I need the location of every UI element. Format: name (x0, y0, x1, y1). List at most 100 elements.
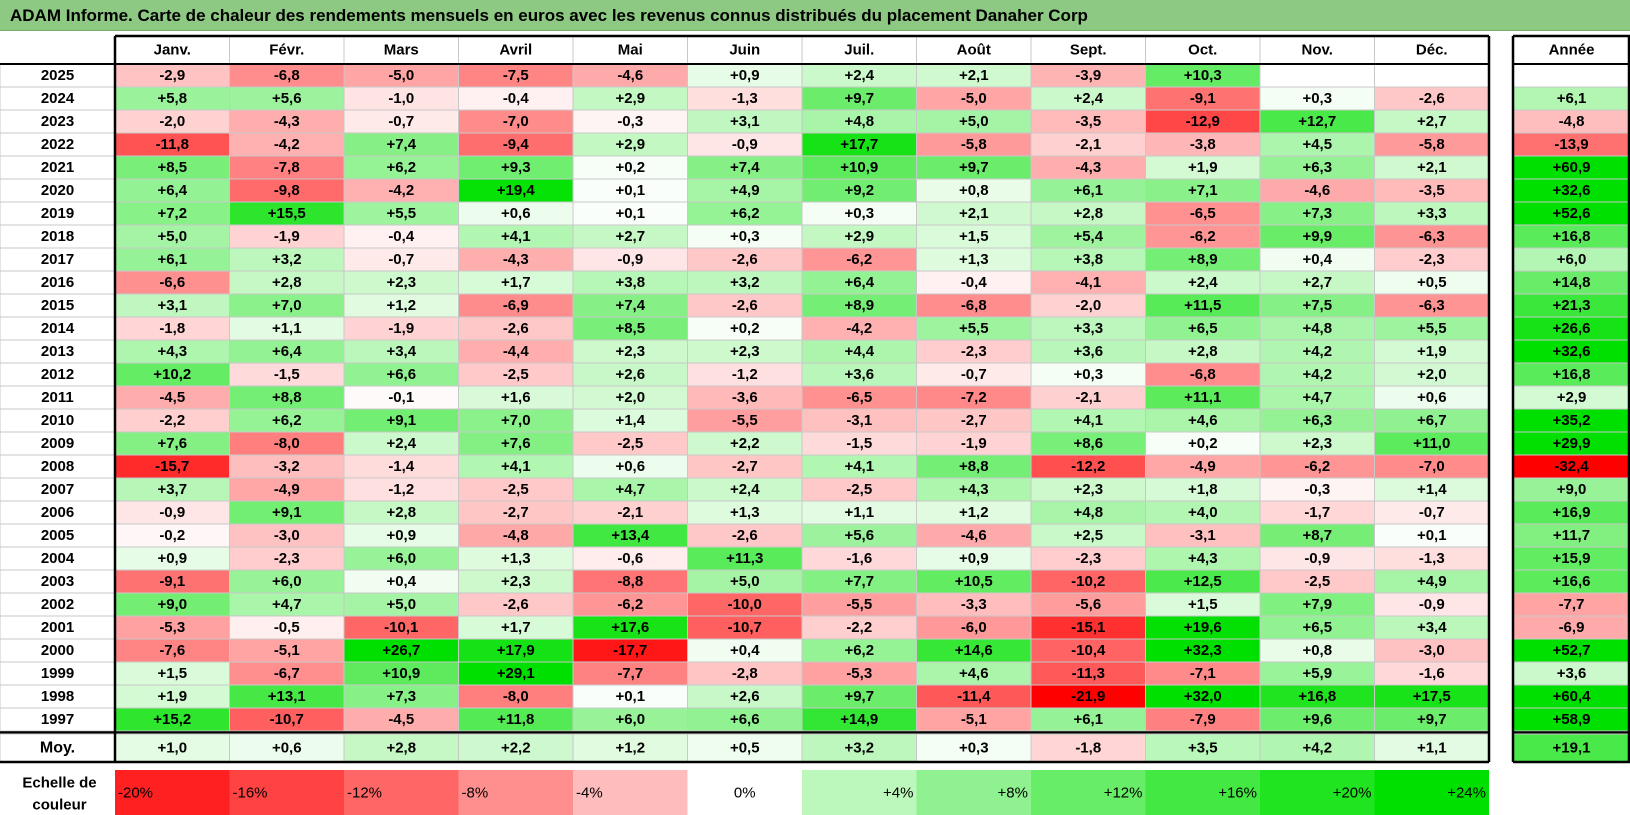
cell-value: +6,6 (730, 711, 760, 728)
cell-value: +2,4 (386, 435, 416, 452)
annual-value: +9,0 (1557, 481, 1587, 498)
cell-value: +5,5 (386, 205, 416, 222)
cell-value: -6,2 (1304, 458, 1330, 475)
row-year-label: 2002 (41, 596, 74, 613)
cell-value: +2,8 (1188, 343, 1218, 360)
cell-value: +2,3 (501, 573, 531, 590)
annual-value: -32,4 (1554, 458, 1589, 475)
cell-value: +1,3 (501, 550, 531, 567)
month-header: Déc. (1416, 42, 1448, 59)
annual-value: +16,6 (1553, 573, 1591, 590)
cell-value: +1,5 (157, 665, 187, 682)
cell-value: +9,2 (844, 182, 874, 199)
scale-stop-label: +8% (998, 785, 1028, 802)
average-cell (572, 733, 688, 763)
cell-value: +7,4 (615, 297, 645, 314)
cell-value: +3,4 (386, 343, 416, 360)
cell-value: +10,9 (382, 665, 420, 682)
annual-value: +11,7 (1553, 527, 1590, 544)
cell-value: +2,8 (386, 504, 416, 521)
cell-value: -1,3 (1419, 550, 1445, 567)
month-header: Nov. (1302, 42, 1333, 59)
scale-stop-label: -16% (233, 785, 268, 802)
cell-value: +4,7 (272, 596, 302, 613)
cell-value: +17,7 (840, 136, 878, 153)
cell-value: +3,2 (730, 274, 760, 291)
annual-value: +15,9 (1553, 550, 1591, 567)
scale-swatch (802, 770, 917, 815)
cell-value: -21,9 (1071, 688, 1105, 705)
scale-swatch (1374, 770, 1489, 815)
cell-value: +6,2 (844, 642, 874, 659)
cell-value: -7,0 (503, 113, 529, 130)
cell-value: -5,5 (732, 412, 758, 429)
cell-value: -5,0 (388, 67, 414, 84)
cell-value: +4,1 (844, 458, 874, 475)
cell-value: +2,6 (730, 688, 760, 705)
cell-value: +9,1 (272, 504, 302, 521)
cell-value: +3,1 (730, 113, 760, 130)
cell-value: -2,5 (503, 481, 529, 498)
cell-value: -6,8 (1190, 366, 1216, 383)
cell-value: +5,5 (959, 320, 989, 337)
cell-value: +16,8 (1298, 688, 1336, 705)
cell-value: +4,2 (1302, 366, 1332, 383)
cell-value: -9,1 (1190, 90, 1216, 107)
cell-value: -3,1 (1190, 527, 1216, 544)
cell-value: +15,5 (268, 205, 306, 222)
cell-value: +0,3 (844, 205, 874, 222)
cell-value: +7,3 (1302, 205, 1332, 222)
cell-value: +2,3 (386, 274, 416, 291)
cell-value: +4,4 (844, 343, 874, 360)
cell-value: -10,7 (728, 619, 762, 636)
cell-value: -2,6 (503, 320, 529, 337)
cell-value: +2,7 (1302, 274, 1332, 291)
cell-value: -3,2 (274, 458, 300, 475)
cell-value: +1,9 (157, 688, 187, 705)
cell-value: +4,2 (1302, 343, 1332, 360)
row-year-label: 2019 (41, 205, 74, 222)
cell-value: +4,9 (730, 182, 760, 199)
cell-value: -5,3 (846, 665, 872, 682)
cell-value: -5,6 (1075, 596, 1101, 613)
cell-value: -1,7 (1304, 504, 1330, 521)
cell-value: +2,1 (1417, 159, 1447, 176)
row-year-label: 2025 (41, 67, 74, 84)
cell-value: +2,3 (730, 343, 760, 360)
cell-value: +0,3 (1073, 366, 1103, 383)
cell-value: -2,5 (1304, 573, 1330, 590)
cell-value: -0,3 (1304, 481, 1330, 498)
cell-value: +2,9 (844, 228, 874, 245)
cell-value: -2,0 (1075, 297, 1101, 314)
cell-value: +3,8 (1073, 251, 1103, 268)
scale-stop-label: +4% (883, 785, 913, 802)
cell-value: -7,9 (1190, 711, 1216, 728)
cell-value: +6,3 (1302, 159, 1332, 176)
cell-value: +13,1 (268, 688, 306, 705)
cell-value: -1,0 (388, 90, 414, 107)
cell-value: -3,5 (1075, 113, 1101, 130)
row-year-label: 2021 (41, 159, 74, 176)
cell-value: +2,6 (615, 366, 645, 383)
cell-value: +5,0 (386, 596, 416, 613)
cell-value: +7,6 (157, 435, 187, 452)
cell-value: +6,6 (386, 366, 416, 383)
cell-value: +4,1 (501, 228, 531, 245)
cell-value: -3,6 (732, 389, 758, 406)
cell-value: +6,1 (1073, 711, 1103, 728)
cell-value: +3,8 (615, 274, 645, 291)
cell-value: +8,7 (1302, 527, 1332, 544)
cell-value: -0,4 (961, 274, 988, 291)
cell-value: -6,5 (1190, 205, 1216, 222)
cell-value: -11,8 (156, 136, 189, 153)
cell-value: +9,6 (1302, 711, 1332, 728)
cell-value: -0,7 (388, 251, 414, 268)
average-value: +0,6 (272, 740, 302, 757)
cell-value: +2,2 (730, 435, 760, 452)
row-year-label: 2001 (41, 619, 74, 636)
cell-value: +1,5 (1188, 596, 1218, 613)
row-year-label: 2007 (41, 481, 74, 498)
cell-value: -2,6 (732, 297, 758, 314)
cell-value: -6,0 (961, 619, 987, 636)
cell-value: +4,7 (1302, 389, 1332, 406)
